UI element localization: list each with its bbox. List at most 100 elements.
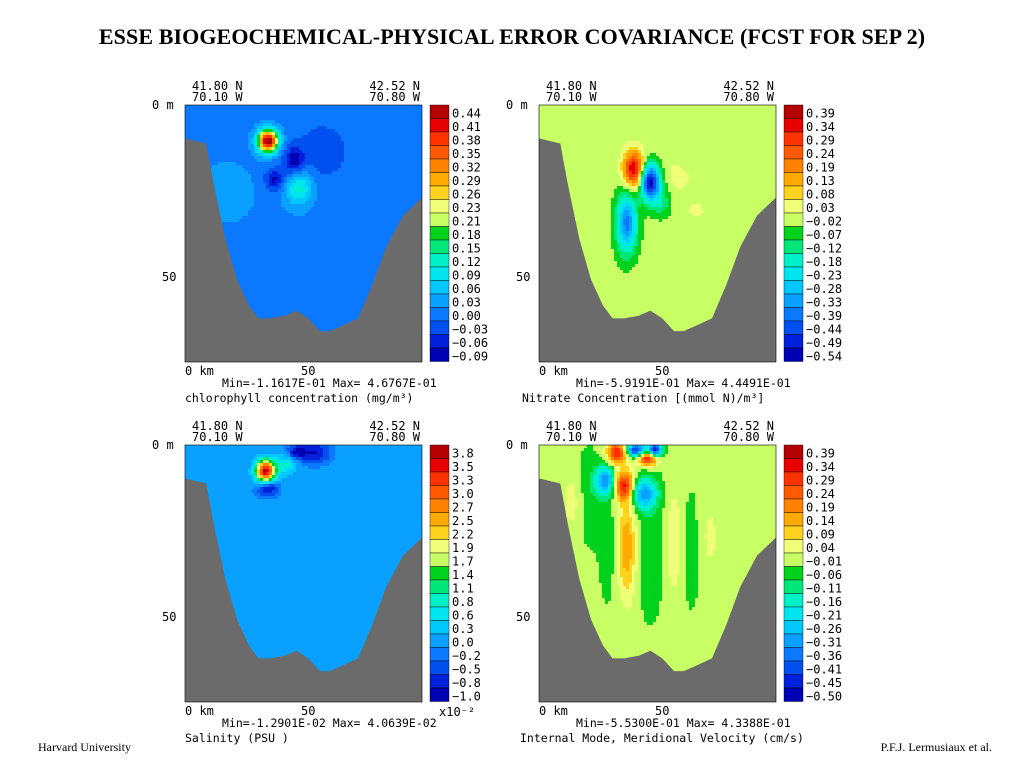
field-cell xyxy=(299,192,303,196)
field-cell xyxy=(260,276,264,280)
field-cell xyxy=(323,147,327,151)
field-cell xyxy=(356,231,360,235)
field-cell xyxy=(359,171,363,175)
field-cell xyxy=(323,105,327,109)
field-cell xyxy=(398,210,402,214)
field-cell xyxy=(371,141,375,145)
field-cell xyxy=(338,213,342,217)
field-cell xyxy=(383,177,387,181)
field-cell xyxy=(251,150,255,154)
field-cell xyxy=(413,189,417,193)
field-cell xyxy=(401,168,405,172)
field-cell xyxy=(248,216,252,220)
field-cell xyxy=(329,282,333,286)
field-cell xyxy=(263,195,267,199)
field-cell xyxy=(224,216,228,220)
field-cell xyxy=(329,108,333,112)
field-cell xyxy=(416,111,420,115)
field-cell xyxy=(338,111,342,115)
field-cell xyxy=(284,249,288,253)
field-cell xyxy=(248,123,252,127)
field-cell xyxy=(251,273,255,277)
field-cell xyxy=(359,177,363,181)
field-cell xyxy=(389,105,393,109)
field-cell xyxy=(338,237,342,241)
field-cell xyxy=(362,105,366,109)
field-cell xyxy=(269,129,273,133)
field-cell xyxy=(242,210,246,214)
field-cell xyxy=(239,141,243,145)
field-cell xyxy=(380,252,384,256)
field-cell xyxy=(326,282,330,286)
field-cell xyxy=(368,144,372,148)
field-cell xyxy=(221,213,225,217)
field-cell xyxy=(398,183,402,187)
field-cell xyxy=(401,192,405,196)
field-cell xyxy=(284,195,288,199)
field-cell xyxy=(317,249,321,253)
field-cell xyxy=(347,153,351,157)
field-cell xyxy=(266,168,270,172)
field-cell xyxy=(350,279,354,283)
field-cell xyxy=(311,153,315,157)
field-cell xyxy=(314,219,318,223)
field-cell xyxy=(389,210,393,214)
field-cell xyxy=(365,288,369,292)
field-cell xyxy=(392,219,396,223)
field-cell xyxy=(281,252,285,256)
field-cell xyxy=(299,234,303,238)
field-cell xyxy=(314,288,318,292)
field-cell xyxy=(314,291,318,295)
field-cell xyxy=(311,246,315,250)
field-cell xyxy=(317,171,321,175)
field-cell xyxy=(380,123,384,127)
field-cell xyxy=(263,126,267,130)
field-cell xyxy=(323,174,327,178)
field-cell xyxy=(248,222,252,226)
field-cell xyxy=(320,114,324,118)
field-cell xyxy=(350,204,354,208)
field-cell xyxy=(287,132,291,136)
field-cell xyxy=(332,222,336,226)
field-cell xyxy=(272,147,276,151)
field-cell xyxy=(236,105,240,109)
field-cell xyxy=(401,120,405,124)
field-cell xyxy=(185,126,189,130)
field-cell xyxy=(392,126,396,130)
field-cell xyxy=(371,255,375,259)
field-cell xyxy=(419,135,422,139)
field-cell xyxy=(239,216,243,220)
field-cell xyxy=(266,270,270,274)
field-cell xyxy=(383,189,387,193)
field-cell xyxy=(233,189,237,193)
field-cell xyxy=(230,255,234,259)
field-cell xyxy=(305,276,309,280)
field-cell xyxy=(398,144,402,148)
field-cell xyxy=(281,276,285,280)
field-cell xyxy=(341,129,345,133)
field-cell xyxy=(293,255,297,259)
field-cell xyxy=(269,174,273,178)
field-cell xyxy=(347,210,351,214)
field-cell xyxy=(323,156,327,160)
field-cell xyxy=(224,108,228,112)
field-cell xyxy=(347,144,351,148)
field-cell xyxy=(260,267,264,271)
field-cell xyxy=(371,153,375,157)
field-cell xyxy=(269,168,273,172)
field-cell xyxy=(296,252,300,256)
field-cell xyxy=(236,255,240,259)
field-cell xyxy=(302,246,306,250)
field-cell xyxy=(386,114,390,118)
field-cell xyxy=(395,120,399,124)
field-cell xyxy=(332,267,336,271)
field-cell xyxy=(290,180,294,184)
field-cell xyxy=(296,258,300,262)
field-cell xyxy=(410,168,414,172)
field-cell xyxy=(365,225,369,229)
field-cell xyxy=(347,135,351,139)
field-cell xyxy=(380,186,384,190)
field-cell xyxy=(359,273,363,277)
field-cell xyxy=(275,198,279,202)
field-cell xyxy=(380,144,384,148)
